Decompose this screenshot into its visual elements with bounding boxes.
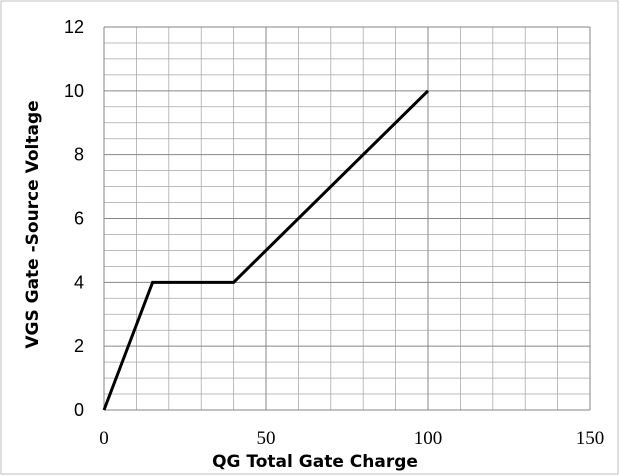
y-tick-label: 8 [74,145,84,165]
y-tick-label: 2 [74,336,84,356]
y-tick-label: 6 [74,209,84,229]
x-tick-label: 50 [257,428,276,449]
series-layer [102,89,430,411]
y-tick-label: 0 [74,400,84,420]
y-tick-label: 12 [64,17,84,37]
x-tick-label: 150 [576,428,605,449]
y-axis-title: VGS Gate -Source Voltage [23,100,43,348]
x-axis-title: QG Total Gate Charge [212,452,418,472]
series-line [102,89,430,411]
y-tick-label: 4 [74,272,84,292]
tick-labels: 0 2 4 6 8 10 12 0 50 100 150 [64,17,604,449]
y-tick-label: 10 [64,81,84,101]
axes [103,27,590,411]
x-tick-label: 0 [99,428,109,449]
x-tick-label: 100 [414,428,443,449]
